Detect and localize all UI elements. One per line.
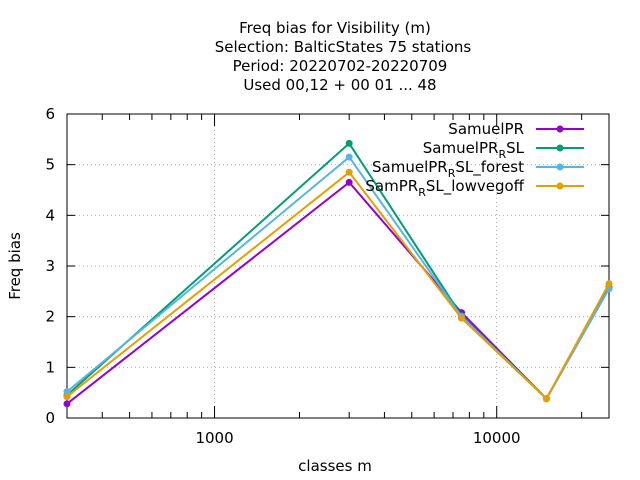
y-tick-label: 5: [45, 156, 55, 174]
y-tick-label: 1: [45, 358, 55, 376]
data-point: [345, 168, 353, 176]
legend-marker-3: [556, 163, 564, 171]
data-point: [542, 395, 550, 403]
title-line-1: Freq bias for Visibility (m): [239, 19, 431, 37]
series-line-3: [66, 155, 610, 401]
title-line-3: Period: 20220702-20220709: [233, 57, 448, 75]
legend-entry-2: SamuelPRRSL: [423, 139, 525, 161]
data-point: [63, 393, 71, 401]
legend-marker-2: [556, 144, 564, 152]
series-line-4: [66, 170, 610, 401]
y-tick-label: 3: [45, 257, 55, 275]
legend-marker-1: [556, 125, 564, 133]
legend-entry-1: SamuelPR: [448, 120, 524, 138]
series-lines: [63, 139, 613, 408]
legend: SamuelPRSamuelPRRSLSamuelPRRSL_forestSam…: [365, 120, 584, 199]
data-point: [457, 314, 465, 322]
data-point: [345, 178, 353, 186]
x-tick-label: 1000: [195, 429, 233, 447]
legend-entry-4: SamPRRSL_lowvegoff: [365, 177, 524, 199]
data-point: [345, 139, 353, 147]
y-tick-label: 2: [45, 308, 55, 326]
axis-ticks: 0 1 2 3 4 5 6 1000 10000: [45, 105, 609, 447]
chart-title: Freq bias for Visibility (m) Selection: …: [215, 19, 472, 94]
data-point: [63, 400, 71, 408]
data-point: [63, 388, 71, 396]
x-tick-label: 10000: [473, 429, 521, 447]
legend-entry-3: SamuelPRRSL_forest: [372, 158, 524, 180]
data-point: [345, 153, 353, 161]
y-tick-label: 6: [45, 105, 55, 123]
legend-marker-4: [556, 182, 564, 190]
y-tick-label: 0: [45, 409, 55, 427]
title-line-4: Used 00,12 + 00 01 ... 48: [243, 76, 436, 94]
y-axis-label: Freq bias: [6, 232, 24, 300]
title-line-2: Selection: BalticStates 75 stations: [215, 38, 472, 56]
x-axis-label: classes m: [298, 457, 372, 475]
y-tick-label: 4: [45, 206, 55, 224]
data-point: [605, 280, 613, 288]
grid: [67, 114, 609, 418]
